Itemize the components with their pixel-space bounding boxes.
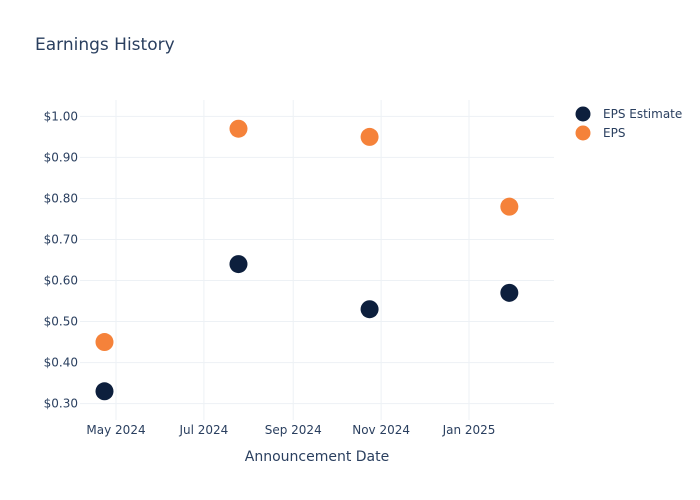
legend-label[interactable]: EPS — [603, 126, 625, 140]
eps-estimate-point[interactable] — [229, 255, 248, 274]
y-tick-label: $0.40 — [44, 356, 78, 370]
legend-marker[interactable] — [575, 106, 591, 122]
legend[interactable]: EPS Estimate EPS — [575, 106, 683, 141]
y-tick-label: $0.70 — [44, 232, 78, 246]
y-tick-label: $0.60 — [44, 274, 78, 288]
legend-marker[interactable] — [575, 125, 591, 141]
x-tick-label: Nov 2024 — [352, 423, 410, 437]
x-tick-label: Sep 2024 — [265, 423, 322, 437]
eps-point[interactable] — [95, 333, 114, 352]
x-axis-title: Announcement Date — [245, 449, 389, 465]
eps-point[interactable] — [229, 119, 248, 138]
point-layer — [95, 119, 519, 401]
y-tick-label: $1.00 — [44, 109, 78, 123]
eps-estimate-point[interactable] — [360, 300, 379, 319]
x-tick-label: May 2024 — [86, 423, 145, 437]
legend-label[interactable]: EPS Estimate — [603, 107, 682, 121]
y-tick-label: $0.90 — [44, 150, 78, 164]
eps-estimate-point[interactable] — [500, 283, 519, 302]
tick-layer: $0.30 $0.40 $0.50 $0.60 $0.70 $0.80 $0.90 $1.00… — [44, 109, 496, 437]
eps-point[interactable] — [500, 197, 519, 216]
eps-estimate-point[interactable] — [95, 382, 114, 401]
x-tick-label: Jan 2025 — [442, 423, 496, 437]
y-tick-label: $0.50 — [44, 315, 78, 329]
y-tick-label: $0.30 — [44, 397, 78, 411]
chart-title: Earnings History — [35, 35, 175, 55]
x-tick-label: Jul 2024 — [178, 423, 228, 437]
grid-layer — [80, 100, 554, 420]
eps-point[interactable] — [360, 127, 379, 146]
y-tick-label: $0.80 — [44, 191, 78, 205]
